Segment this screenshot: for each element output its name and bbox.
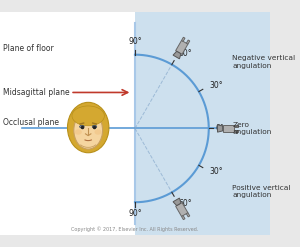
Ellipse shape [74,111,103,149]
Text: Zero
angulation: Zero angulation [232,122,272,135]
Polygon shape [173,198,181,206]
Polygon shape [218,125,223,132]
Polygon shape [176,41,188,54]
Text: Occlusal plane: Occlusal plane [3,118,59,127]
Ellipse shape [92,125,97,128]
Polygon shape [235,125,238,127]
Ellipse shape [72,106,104,126]
Polygon shape [173,51,181,59]
Bar [0,12,135,235]
Text: 60°: 60° [178,199,192,208]
Polygon shape [176,203,188,216]
Polygon shape [186,213,190,217]
Text: Positive vertical
angulation: Positive vertical angulation [232,185,291,198]
Polygon shape [182,216,185,220]
Ellipse shape [68,102,109,153]
Bar [135,12,270,235]
Text: Plane of floor: Plane of floor [3,44,53,53]
Ellipse shape [94,129,102,135]
Text: 30°: 30° [210,81,224,90]
Polygon shape [182,37,185,41]
Polygon shape [223,125,235,132]
Text: Copyright © 2017, Elsevier Inc. All Rights Reserved.: Copyright © 2017, Elsevier Inc. All Righ… [71,226,199,232]
Polygon shape [235,130,238,132]
Polygon shape [186,40,190,44]
Text: 60°: 60° [178,49,192,58]
Text: 90°: 90° [128,37,142,46]
Ellipse shape [80,125,84,128]
Text: 90°: 90° [128,209,142,218]
Text: Midsagittal plane: Midsagittal plane [3,88,69,97]
Text: 0°: 0° [216,124,225,133]
Ellipse shape [75,129,82,135]
Text: Negative vertical
angulation: Negative vertical angulation [232,55,295,69]
Text: 30°: 30° [210,167,224,176]
